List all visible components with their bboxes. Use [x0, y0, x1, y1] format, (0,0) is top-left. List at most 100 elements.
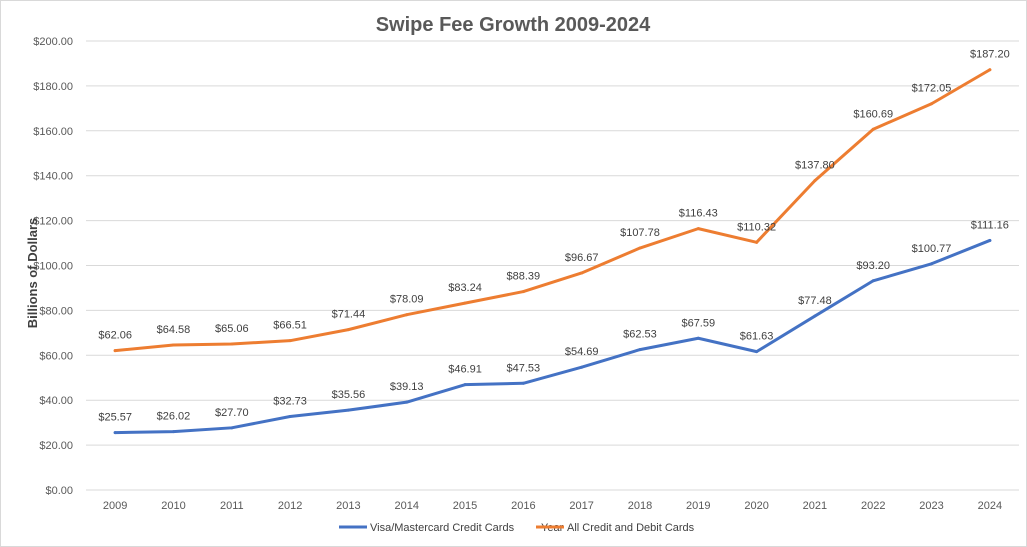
y-axis-ticks: $0.00 $20.00 $40.00 $60.00 $80.00 $100.00 $120…	[33, 36, 73, 497]
data-point	[696, 336, 700, 340]
x-tick-label: 2021	[803, 500, 827, 512]
x-tick-label: 2024	[978, 500, 1002, 512]
data-label: $100.77	[912, 243, 952, 255]
data-point	[930, 102, 934, 106]
x-tick-label: 2018	[628, 500, 652, 512]
y-tick-label: $60.00	[39, 350, 73, 362]
data-point	[288, 339, 292, 343]
data-point	[988, 238, 992, 242]
chart-title: Swipe Fee Growth 2009-2024	[376, 14, 651, 36]
data-label: $77.48	[798, 295, 832, 307]
data-point	[813, 179, 817, 183]
x-tick-label: 2013	[336, 500, 360, 512]
data-label: $26.02	[157, 411, 191, 423]
y-tick-label: $100.00	[33, 261, 73, 273]
data-point	[171, 343, 175, 347]
data-label: $160.69	[853, 108, 893, 120]
x-axis-ticks: 2009 2010 2011 2012 2013 2014 2015 2016 2017 2018…	[103, 500, 1002, 512]
data-point	[988, 68, 992, 72]
y-tick-label: $20.00	[39, 440, 73, 452]
x-tick-label: 2023	[919, 500, 943, 512]
data-label: $25.57	[98, 412, 132, 424]
x-tick-label: 2019	[686, 500, 710, 512]
x-tick-label: 2015	[453, 500, 477, 512]
y-tick-label: $40.00	[39, 395, 73, 407]
data-point	[755, 240, 759, 244]
x-tick-label: 2009	[103, 500, 127, 512]
data-point	[171, 430, 175, 434]
x-tick-label: 2014	[394, 500, 418, 512]
data-point	[696, 227, 700, 231]
data-label: $27.70	[215, 407, 249, 419]
data-point	[405, 313, 409, 317]
data-point	[113, 349, 117, 353]
data-point	[521, 290, 525, 294]
data-label: $61.63	[740, 331, 774, 343]
data-point	[463, 383, 467, 387]
data-label: $46.91	[448, 364, 482, 376]
data-label: $64.58	[157, 324, 191, 336]
data-point	[638, 246, 642, 250]
series-lines	[113, 68, 992, 435]
x-tick-label: 2012	[278, 500, 302, 512]
data-point	[871, 279, 875, 283]
data-point	[346, 408, 350, 412]
x-tick-label: 2020	[744, 500, 768, 512]
legend: Visa/Mastercard Credit Cards All Credit a…	[339, 522, 695, 534]
data-label: $93.20	[856, 260, 890, 272]
y-tick-label: $200.00	[33, 36, 73, 48]
data-label: $39.13	[390, 381, 424, 393]
data-point	[930, 262, 934, 266]
data-label: $96.67	[565, 252, 599, 264]
data-label: $32.73	[273, 396, 307, 408]
data-label: $137.80	[795, 160, 835, 172]
x-tick-label: 2016	[511, 500, 535, 512]
data-label: $88.39	[507, 271, 541, 283]
y-tick-label: $80.00	[39, 305, 73, 317]
y-tick-label: $160.00	[33, 126, 73, 138]
data-label: $66.51	[273, 320, 307, 332]
data-point	[638, 348, 642, 352]
x-tick-label: 2022	[861, 500, 885, 512]
y-tick-label: $180.00	[33, 81, 73, 93]
data-label: $35.56	[332, 389, 366, 401]
data-label: $110.32	[737, 221, 776, 233]
data-label: $67.59	[681, 317, 715, 329]
data-label: $187.20	[970, 49, 1010, 61]
data-point	[755, 350, 759, 354]
data-point	[113, 431, 117, 435]
data-point	[580, 365, 584, 369]
data-label: $54.69	[565, 346, 599, 358]
x-tick-label: 2011	[220, 500, 244, 512]
data-label: $65.06	[215, 323, 249, 335]
data-point	[813, 314, 817, 318]
y-tick-label: $140.00	[33, 171, 73, 183]
data-point	[230, 426, 234, 430]
data-label: $78.09	[390, 294, 424, 306]
data-point	[288, 415, 292, 419]
data-point	[521, 381, 525, 385]
data-label: $172.05	[912, 83, 952, 95]
y-tick-label: $120.00	[33, 216, 73, 228]
data-label: $116.43	[679, 208, 718, 220]
data-label: $107.78	[620, 227, 660, 239]
gridlines	[86, 40, 1019, 491]
series-line-1	[113, 238, 992, 435]
data-point	[580, 271, 584, 275]
data-point	[405, 400, 409, 404]
x-tick-label: 2017	[569, 500, 593, 512]
data-label: $62.53	[623, 329, 657, 341]
legend-label: All Credit and Debit Cards	[567, 522, 695, 534]
data-label: $111.16	[971, 219, 1009, 231]
data-point	[346, 328, 350, 332]
data-point	[871, 127, 875, 131]
legend-label: Visa/Mastercard Credit Cards	[370, 522, 515, 534]
data-labels: $25.57 $26.02 $27.70 $32.73 $35.56 $39.13 $46.…	[98, 49, 1009, 424]
series-line-2	[113, 68, 992, 353]
data-point	[230, 342, 234, 346]
data-label: $71.44	[332, 309, 366, 321]
data-label: $47.53	[507, 362, 541, 374]
y-axis-title: Billions of Dollars	[25, 218, 40, 329]
